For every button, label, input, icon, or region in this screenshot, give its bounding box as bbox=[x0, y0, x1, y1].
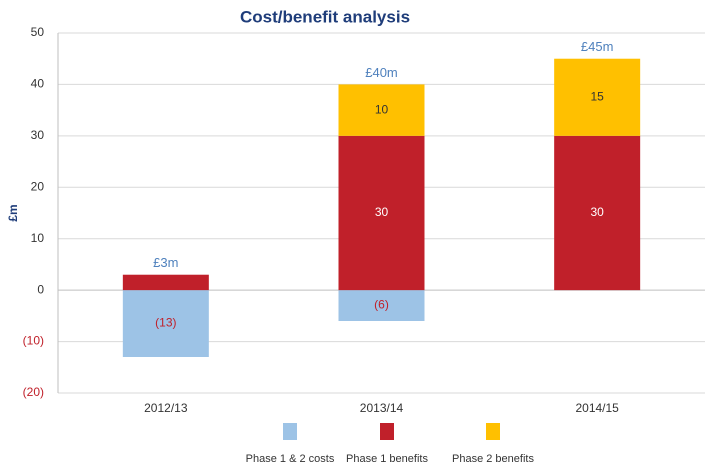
legend-swatch bbox=[283, 423, 297, 440]
bar-segment bbox=[338, 290, 425, 321]
data-label: 10 bbox=[375, 102, 389, 116]
data-label: (13) bbox=[155, 316, 176, 330]
data-label: 30 bbox=[590, 205, 604, 219]
y-tick-label: 0 bbox=[37, 282, 44, 296]
data-label: (6) bbox=[374, 298, 389, 312]
data-label: 30 bbox=[375, 205, 389, 219]
bar-segment bbox=[554, 135, 641, 291]
y-tick-label: 50 bbox=[31, 25, 45, 39]
y-axis-label: £m bbox=[6, 204, 20, 221]
total-label: £40m bbox=[365, 65, 398, 80]
y-tick-label: (20) bbox=[23, 385, 44, 399]
data-label: 15 bbox=[590, 89, 604, 103]
legend-label: Phase 1 benefits bbox=[346, 453, 428, 465]
x-tick-label: 2012/13 bbox=[144, 401, 188, 415]
total-label: £45m bbox=[581, 39, 614, 54]
legend-label: Phase 2 benefits bbox=[452, 453, 534, 465]
bar-segment bbox=[338, 135, 425, 291]
bar-segment bbox=[122, 290, 209, 357]
legend-swatch bbox=[486, 423, 500, 440]
y-tick-label: 40 bbox=[31, 77, 45, 91]
y-tick-label: (10) bbox=[23, 334, 44, 348]
bar-segment bbox=[554, 58, 641, 136]
chart-title: Cost/benefit analysis bbox=[240, 7, 410, 26]
y-tick-label: 30 bbox=[31, 128, 45, 142]
x-tick-label: 2013/14 bbox=[360, 401, 404, 415]
legend-swatch bbox=[380, 423, 394, 440]
bar-segment bbox=[122, 274, 209, 291]
legend-label: Phase 1 & 2 costs bbox=[246, 453, 335, 465]
y-tick-label: 10 bbox=[31, 231, 45, 245]
bar-segment bbox=[338, 84, 425, 136]
x-tick-label: 2014/15 bbox=[575, 401, 619, 415]
total-label: £3m bbox=[153, 255, 178, 270]
y-tick-label: 20 bbox=[31, 179, 45, 193]
